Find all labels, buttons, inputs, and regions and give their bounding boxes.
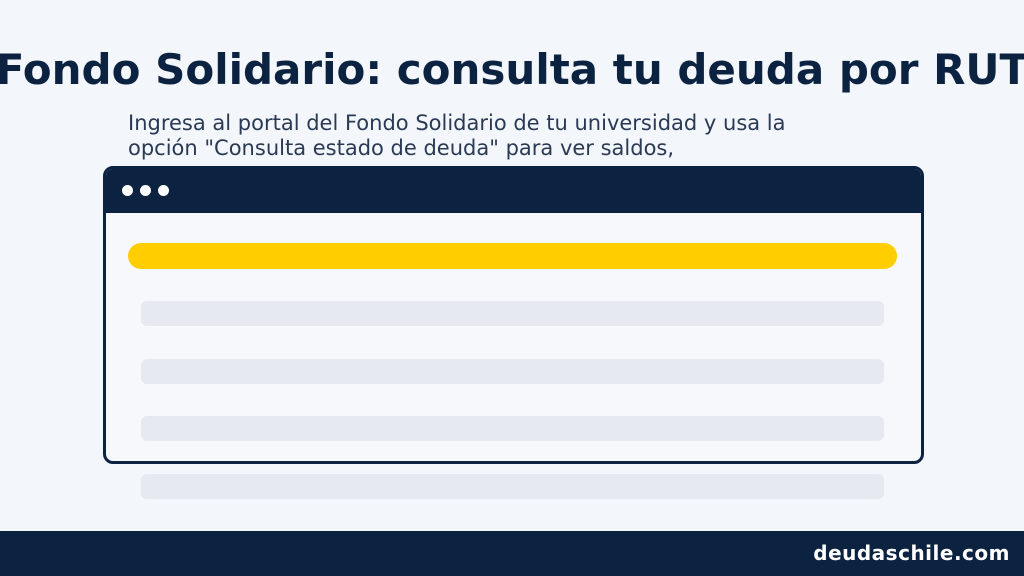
window-dot-icon [122, 185, 133, 196]
placeholder-row-bar [141, 416, 884, 441]
placeholder-row-bar [141, 474, 884, 499]
placeholder-row-bar [141, 301, 884, 326]
footer-bar: deudaschile.com [0, 531, 1024, 576]
window-dot-icon [140, 185, 151, 196]
site-brand-link[interactable]: deudaschile.com [813, 541, 1010, 565]
browser-title-bar [106, 169, 921, 213]
intro-text: Ingresa al portal del Fondo Solidario de… [128, 111, 786, 160]
placeholder-row-bar [141, 359, 884, 384]
window-dot-icon [158, 185, 169, 196]
page-title: Fondo Solidario: consulta tu deuda por R… [0, 45, 1024, 94]
highlighted-row-bar [128, 243, 897, 269]
